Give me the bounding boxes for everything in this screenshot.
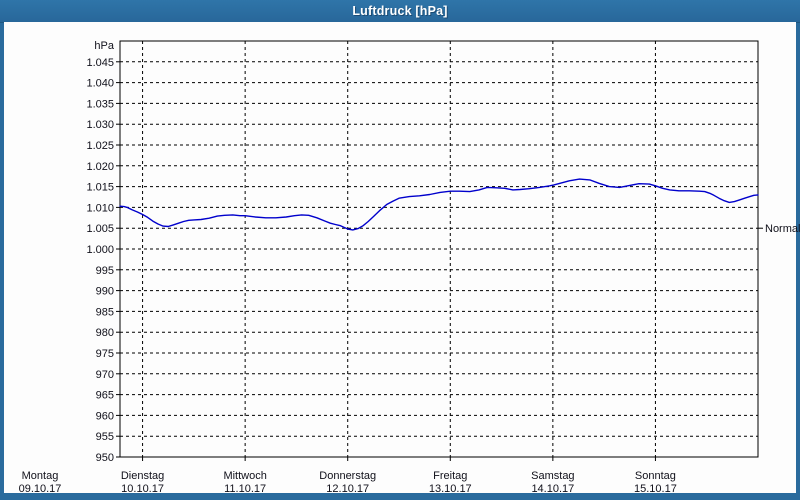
y-axis-tick-label: 995 (96, 265, 114, 277)
x-axis-day-label: Samstag (531, 470, 574, 482)
x-axis-date-label: 14.10.17 (531, 483, 574, 495)
y-axis-tick-label: 965 (96, 390, 114, 402)
y-axis-tick-label: 1.040 (86, 78, 114, 90)
x-axis-date-label: 11.10.17 (224, 483, 266, 495)
x-axis-date-label: 12.10.17 (326, 483, 369, 495)
y-axis-tick-label: 980 (96, 327, 114, 339)
y-axis-tick-label: 950 (96, 452, 114, 464)
x-axis-date-label: 10.10.17 (121, 483, 164, 495)
x-axis-day-label: Mittwoch (223, 470, 266, 482)
y-axis-tick-label: 985 (96, 306, 114, 318)
x-axis-day-label: Montag (22, 470, 59, 482)
y-axis-tick-label: 1.020 (86, 161, 114, 173)
y-axis-tick-label: 990 (96, 286, 114, 298)
y-axis-tick-label: 1.025 (86, 140, 114, 152)
x-axis-day-label: Freitag (433, 470, 467, 482)
y-axis-tick-label: 970 (96, 369, 114, 381)
x-axis-date-label: 15.10.17 (634, 483, 677, 495)
y-axis-tick-label: 1.005 (86, 223, 114, 235)
window-title: Luftdruck [hPa] (352, 4, 448, 18)
y-axis-tick-label: 960 (96, 410, 114, 422)
x-axis-day-label: Sonntag (635, 470, 676, 482)
y-axis-tick-label: 1.045 (86, 57, 114, 69)
y-axis-tick-label: 1.015 (86, 182, 114, 194)
y-axis-tick-label: 975 (96, 348, 114, 360)
y-axis-tick-label: 1.000 (86, 244, 114, 256)
chart-panel (4, 22, 796, 493)
x-axis-day-label: Donnerstag (319, 470, 376, 482)
x-axis-date-label: 09.10.17 (19, 483, 62, 495)
y-axis-tick-label: 1.010 (86, 202, 114, 214)
unit-label: hPa (94, 40, 114, 52)
y-axis-tick-label: 1.030 (86, 119, 114, 131)
pressure-series-line (119, 178, 759, 231)
normal-marker-label: Normal (765, 223, 800, 235)
plot-frame (119, 40, 759, 458)
y-axis-tick-label: 955 (96, 431, 114, 443)
x-axis-day-label: Dienstag (121, 470, 164, 482)
y-axis-tick-label: 1.035 (86, 98, 114, 110)
x-axis-date-label: 13.10.17 (429, 483, 472, 495)
